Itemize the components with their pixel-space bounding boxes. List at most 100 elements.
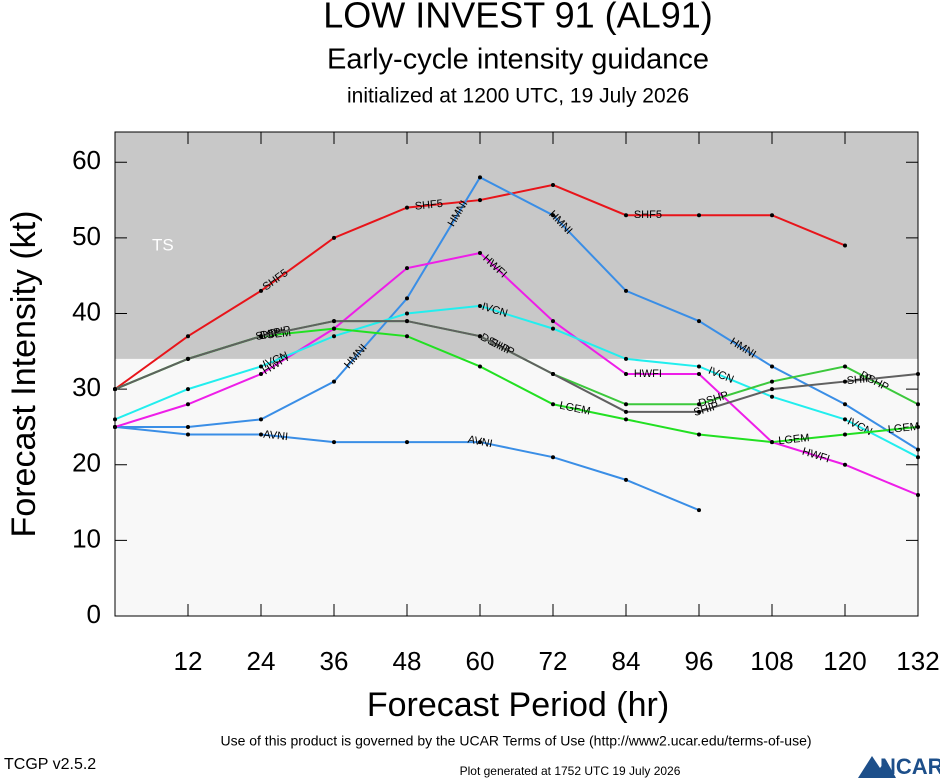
data-point	[478, 440, 482, 445]
y-axis-label: Forecast Intensity (kt)	[5, 211, 43, 538]
data-point	[843, 432, 847, 437]
data-point	[332, 326, 336, 331]
data-point	[624, 409, 628, 414]
data-point	[551, 319, 555, 324]
data-point	[405, 266, 409, 271]
data-point	[259, 288, 263, 293]
data-point	[551, 213, 555, 218]
data-point	[697, 402, 701, 407]
data-point	[843, 402, 847, 407]
line-label: AVNI	[263, 429, 289, 443]
data-point	[405, 440, 409, 445]
x-tick-label: 60	[466, 646, 495, 676]
line-label: LGEM	[778, 432, 810, 447]
ts-band	[115, 132, 918, 359]
x-tick-label: 48	[393, 646, 422, 676]
data-point	[332, 379, 336, 384]
data-point	[843, 364, 847, 369]
x-tick-label: 96	[685, 646, 714, 676]
data-point	[624, 372, 628, 376]
data-point	[186, 334, 190, 339]
data-point	[551, 455, 555, 460]
data-point	[186, 356, 190, 361]
data-point	[332, 440, 336, 445]
data-point	[624, 417, 628, 422]
terms: Use of this product is governed by the U…	[220, 733, 811, 749]
data-point	[624, 213, 628, 218]
data-point	[405, 334, 409, 339]
data-point	[186, 424, 190, 429]
band-label: TS	[152, 235, 174, 254]
data-point	[259, 364, 263, 369]
line-label: SHIP	[846, 373, 873, 388]
data-point	[770, 387, 774, 392]
line-label: LGEM	[887, 421, 919, 436]
version: TCGP v2.5.2	[4, 756, 96, 773]
data-point	[405, 319, 409, 324]
data-point	[478, 334, 482, 339]
data-point	[478, 364, 482, 369]
data-point	[697, 409, 701, 414]
x-tick-label: 108	[750, 646, 793, 676]
data-point	[624, 402, 628, 407]
data-point	[551, 182, 555, 187]
data-point	[259, 372, 263, 376]
data-point	[697, 508, 701, 513]
series-line	[114, 251, 919, 496]
x-tick-label: 72	[539, 646, 568, 676]
x-tick-label: 36	[320, 646, 349, 676]
chart-title: LOW INVEST 91 (AL91)	[323, 0, 712, 36]
x-tick-label: 12	[174, 646, 203, 676]
data-point	[697, 432, 701, 437]
data-point	[332, 319, 336, 324]
data-point	[697, 319, 701, 324]
x-tick-label: 132	[896, 646, 939, 676]
data-point	[843, 243, 847, 248]
init-time: initialized at 1200 UTC, 19 July 2026	[347, 85, 689, 108]
data-point	[843, 379, 847, 384]
data-point	[405, 296, 409, 301]
data-point	[332, 235, 336, 240]
data-point	[478, 175, 482, 180]
line-label: SHIP	[254, 326, 282, 343]
logo: NCAR	[858, 754, 940, 779]
line-label: AVNI	[467, 434, 494, 451]
x-tick-label: 120	[823, 646, 866, 676]
data-point	[478, 251, 482, 255]
data-point	[186, 402, 190, 407]
data-point	[186, 387, 190, 392]
y-tick-label: 50	[72, 221, 101, 251]
data-point	[843, 462, 847, 467]
data-point	[259, 417, 263, 422]
line-label: HWFI	[634, 368, 662, 380]
data-point	[332, 334, 336, 339]
y-tick-label: 30	[72, 372, 101, 402]
data-point	[697, 364, 701, 369]
series-line	[114, 304, 919, 459]
data-point	[624, 477, 628, 482]
data-point	[770, 213, 774, 218]
plot-frame	[114, 131, 919, 617]
data-point	[405, 311, 409, 316]
x-axis-label: Forecast Period (hr)	[367, 686, 669, 724]
series-line	[115, 176, 919, 451]
data-point	[478, 303, 482, 308]
line-label: SHF5	[414, 198, 443, 213]
data-point	[551, 402, 555, 407]
data-point	[770, 394, 774, 399]
x-tick-label: 24	[247, 646, 276, 676]
data-point	[770, 379, 774, 384]
data-point	[405, 205, 409, 210]
y-tick-label: 40	[72, 296, 101, 326]
data-point	[697, 372, 701, 376]
series-line	[114, 320, 919, 413]
y-tick-label: 20	[72, 448, 101, 478]
plot-area: TS 0 10 20 30 40 50 60 12 24 36 48 60 72 84 96 108 120 132…	[72, 131, 940, 676]
chart-subtitle: Early-cycle intensity guidance	[327, 44, 709, 76]
data-point	[843, 417, 847, 422]
data-point	[186, 432, 190, 437]
line-label: SHF5	[634, 209, 662, 221]
y-tick-label: 0	[87, 599, 101, 629]
data-point	[259, 432, 263, 437]
